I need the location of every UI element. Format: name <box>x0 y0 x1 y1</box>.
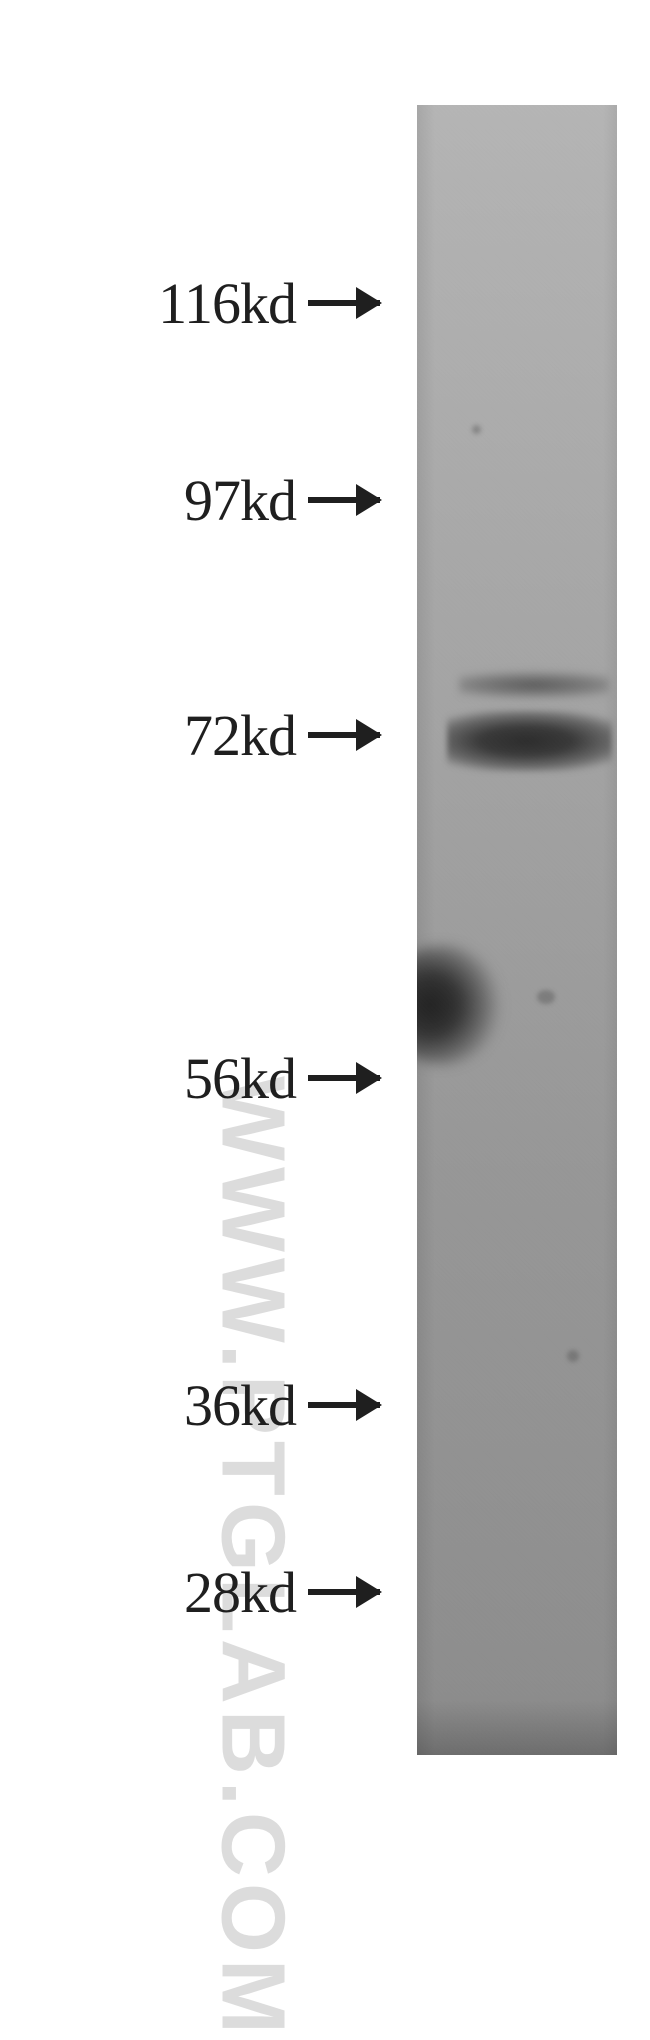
marker-label: 28kd <box>184 1559 296 1626</box>
marker-label: 36kd <box>184 1372 296 1439</box>
marker-label: 116kd <box>158 270 296 337</box>
arrow-icon <box>308 1075 380 1081</box>
arrow-icon <box>308 1589 380 1595</box>
speck <box>472 425 481 434</box>
arrow-icon <box>308 300 380 306</box>
speck <box>567 1350 579 1362</box>
marker-row-97kd: 97kd <box>0 470 380 530</box>
marker-label: 97kd <box>184 467 296 534</box>
lane-bottom-shadow <box>417 1700 617 1755</box>
marker-row-36kd: 36kd <box>0 1375 380 1435</box>
blot-figure: WWW.PTGLAB.COM 116kd 97kd 72kd 56kd 36kd… <box>0 0 650 1855</box>
lane-shading-right <box>603 105 617 1755</box>
lane-noise <box>417 105 617 1755</box>
marker-row-116kd: 116kd <box>0 273 380 333</box>
lane-shading-left <box>417 105 435 1755</box>
marker-label: 56kd <box>184 1045 296 1112</box>
arrow-icon <box>308 1402 380 1408</box>
marker-row-56kd: 56kd <box>0 1048 380 1108</box>
blot-lane <box>417 105 617 1755</box>
speck <box>537 990 555 1004</box>
marker-label: 72kd <box>184 702 296 769</box>
band-main <box>447 710 612 772</box>
arrow-icon <box>308 497 380 503</box>
band-edge-smudge <box>417 945 502 1065</box>
arrow-icon <box>308 732 380 738</box>
band-upper-faint <box>459 670 609 700</box>
marker-row-72kd: 72kd <box>0 705 380 765</box>
marker-row-28kd: 28kd <box>0 1562 380 1622</box>
